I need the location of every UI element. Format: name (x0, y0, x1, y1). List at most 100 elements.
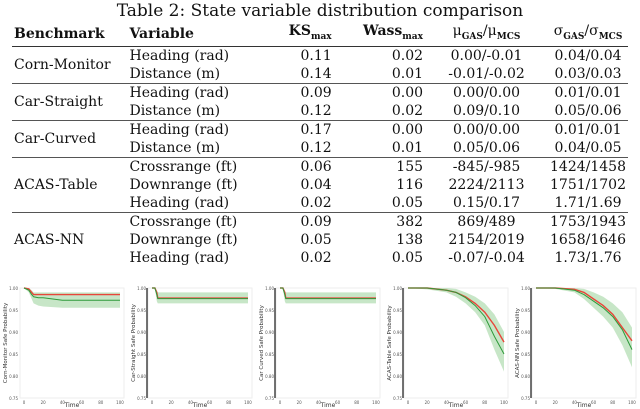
chart-1: 1.00 0.95 0.90 0.85 0.80 0.75 0 20 40 60 80 100 Time… (131, 286, 253, 409)
x-tick-label: 40 (188, 400, 194, 405)
sigma-cell: 0.03/0.03 (554, 65, 622, 82)
y-tick-label: 0.75 (137, 396, 146, 401)
header-ks: KSmax (279, 22, 334, 47)
sigma-cell: 0.04/0.05 (554, 139, 622, 156)
x-tick-label: 20 (169, 400, 175, 405)
table-row: ACAS-NN Crossrange (ft) 0.09 382 869/489 1753… (12, 211, 628, 267)
x-tick-label: 40 (572, 400, 578, 405)
mu-cell: 0.00/0.00 (425, 82, 549, 102)
table-row: Distance (m) 0.14 0.01 -0.01/-0.02 0.03/0.03 (12, 65, 628, 84)
mu-cell: 0.00/0.00 (425, 119, 549, 139)
sigma-cell: 1753/1943 (548, 211, 628, 231)
ks-cell: 0.12 (300, 102, 332, 119)
variable-cell: Heading (rad) (127, 82, 280, 102)
x-axis-label: Time (320, 402, 336, 409)
x-tick-label: 40 (444, 400, 450, 405)
plot-frame (275, 287, 381, 399)
table-row: Downrange (ft) 0.05 138 2154/2019 1658/1646 (12, 231, 628, 249)
x-tick-label: 20 (553, 400, 559, 405)
series-line-green (536, 287, 633, 350)
sigma-cell: 1.71/1.69 (554, 194, 622, 211)
y-tick-label: 0.90 (137, 330, 146, 335)
table-row: Heading (rad) 0.02 0.05 0.15/0.17 1.71/1.69 (12, 194, 628, 213)
variable-cell: Distance (m) (129, 139, 221, 156)
y-tick-label: 0.90 (265, 330, 274, 335)
y-tick-label: 0.95 (521, 308, 530, 313)
mu-cell: -0.07/-0.04 (448, 249, 525, 266)
table-row: Car-Straight Heading (rad) 0.09 0.00 0.00/0.… (12, 82, 628, 121)
wass-cell: 0.00 (333, 119, 426, 139)
x-tick-label: 20 (425, 400, 431, 405)
x-axis-label: Time (448, 402, 464, 409)
variable-cell: Downrange (ft) (129, 176, 238, 193)
x-tick-label: 80 (610, 400, 616, 405)
x-tick-label: 100 (244, 400, 252, 405)
ks-cell: 0.05 (300, 231, 332, 248)
x-tick-label: 100 (372, 400, 380, 405)
x-tick-label: 0 (279, 400, 282, 405)
ks-cell: 0.14 (300, 65, 332, 82)
wass-cell: 138 (396, 231, 424, 248)
x-tick-label: 0 (535, 400, 538, 405)
mu-cell: -0.01/-0.02 (448, 65, 525, 82)
x-tick-label: 60 (463, 400, 469, 405)
header-mu: μGAS/μMCS (425, 22, 549, 47)
series-line-green (408, 287, 505, 355)
x-axis-label: Time (576, 402, 592, 409)
benchmark-cell: Corn-Monitor (14, 56, 111, 73)
header-variable: Variable (127, 22, 280, 47)
series-line-green (152, 287, 248, 300)
y-tick-label: 0.80 (265, 374, 274, 379)
table-row: Distance (m) 0.12 0.02 0.09/0.10 0.05/0.06 (12, 102, 628, 121)
variable-cell: Distance (m) (129, 102, 221, 119)
sigma-cell: 0.05/0.06 (554, 102, 622, 119)
chart-4: 1.00 0.95 0.90 0.85 0.80 0.75 0 20 40 60 80 100 Time… (515, 286, 637, 409)
confidence-band (408, 288, 504, 372)
variable-cell: Heading (rad) (129, 47, 230, 64)
mu-cell: 0.09/0.10 (452, 102, 521, 119)
variable-cell: Distance (m) (129, 65, 221, 82)
y-axis-label: Car-Straight Safe Probability (131, 303, 137, 382)
y-tick-label: 0.95 (265, 308, 274, 313)
x-tick-label: 80 (354, 400, 360, 405)
confidence-band (280, 288, 376, 304)
plot-frame (147, 287, 253, 399)
plot-frame (403, 287, 509, 399)
ks-cell: 0.09 (279, 211, 334, 231)
mu-cell: 0.15/0.17 (452, 194, 521, 211)
series-line-green (23, 287, 120, 301)
y-tick-label: 1.00 (9, 286, 18, 291)
wass-cell: 382 (333, 211, 426, 231)
sigma-cell: 1751/1702 (550, 176, 626, 193)
y-tick-label: 0.85 (521, 352, 530, 357)
table-row: Distance (m) 0.12 0.01 0.05/0.06 0.04/0.05 (12, 139, 628, 158)
benchmark-cell: ACAS-Table (12, 156, 128, 213)
header-wass: Wassmax (333, 22, 426, 47)
x-axis-label: Time (64, 402, 80, 409)
y-tick-label: 1.00 (137, 286, 146, 291)
y-tick-label: 0.95 (137, 308, 146, 313)
y-tick-label: 0.75 (265, 396, 274, 401)
y-axis-label: ACAS-NN Safe Probability (515, 307, 521, 377)
ks-cell: 0.11 (300, 47, 332, 64)
x-tick-label: 100 (500, 400, 508, 405)
mu-cell: -845/-985 (425, 156, 549, 176)
x-tick-label: 40 (316, 400, 322, 405)
x-tick-label: 60 (335, 400, 341, 405)
y-tick-label: 0.90 (9, 330, 18, 335)
header-sigma: σGAS/σMCS (548, 22, 628, 47)
x-tick-label: 80 (226, 400, 232, 405)
x-tick-label: 80 (98, 400, 104, 405)
x-tick-label: 20 (41, 400, 47, 405)
plot-frame (19, 287, 125, 399)
variable-cell: Heading (rad) (129, 249, 230, 266)
table-row: Downrange (ft) 0.04 116 2224/2113 1751/1702 (12, 176, 628, 194)
y-tick-label: 1.00 (393, 286, 402, 291)
y-tick-label: 0.85 (137, 352, 146, 357)
wass-cell: 155 (333, 156, 426, 176)
y-tick-label: 0.75 (521, 396, 530, 401)
confidence-band (152, 288, 248, 304)
x-tick-label: 80 (482, 400, 488, 405)
wass-cell: 116 (396, 176, 424, 193)
y-tick-label: 0.85 (9, 352, 18, 357)
